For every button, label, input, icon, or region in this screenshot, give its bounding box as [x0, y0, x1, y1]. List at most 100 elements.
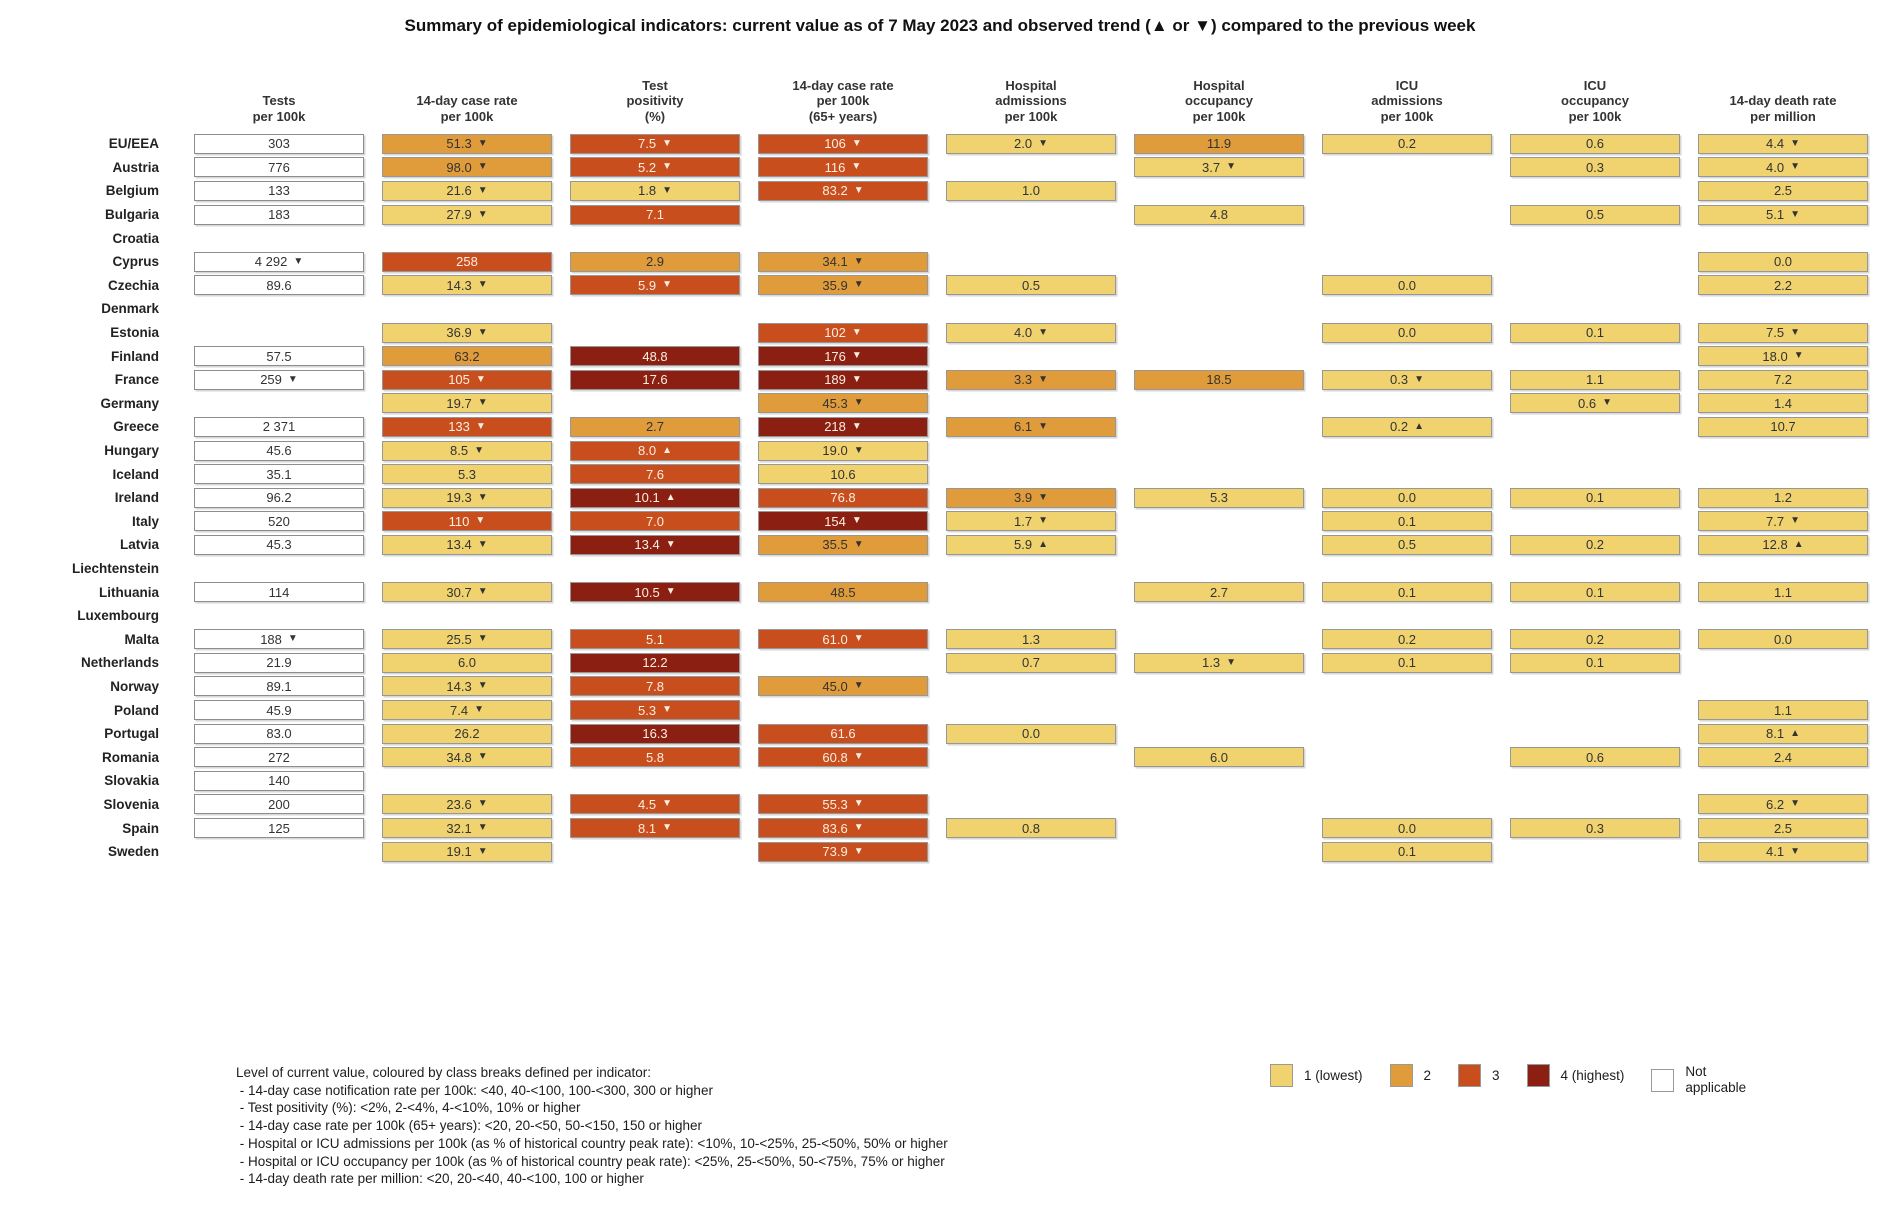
legend-label-line: applicable — [1685, 1080, 1747, 1095]
cell-slot — [373, 604, 561, 628]
legend-note-line: Level of current value, coloured by clas… — [236, 1065, 651, 1080]
value-cell-case_rate: 26.2 — [382, 723, 552, 744]
cell-slot: 0.0 — [1313, 486, 1501, 510]
row-label: Denmark — [101, 301, 159, 317]
cell-slot: 2.0 ▼ — [937, 132, 1125, 156]
row-label: Romania — [101, 749, 159, 765]
cell-slot: 0.1 — [1501, 486, 1689, 510]
cell-slot: 32.1 ▼ — [373, 816, 561, 840]
value-cell-hosp_adm: 0.5 — [946, 275, 1116, 296]
cell-slot: 2.5 — [1689, 816, 1877, 840]
trend-down-icon: ▼ — [662, 279, 672, 291]
cell-slot: 45.0 ▼ — [749, 675, 937, 699]
cell-value: 57.5 — [266, 348, 292, 364]
cell-slot: 0.0 — [1689, 627, 1877, 651]
cell-value: 5.1 — [1766, 207, 1785, 223]
cell-slot: 1.0 — [937, 179, 1125, 203]
cell-slot: 26.2 — [373, 722, 561, 746]
cell-slot: 19.0 ▼ — [749, 439, 937, 463]
row-label: Finland — [111, 348, 159, 364]
cell-slot: 106 ▼ — [749, 132, 937, 156]
indicator-heatmap: Tests per 100k 14-day case rate per 100k Tes… — [10, 74, 1877, 863]
column-header-case_rate_65: 14-day case rate per 100k (65+ years) — [749, 74, 937, 132]
cell-value: 0.1 — [1585, 490, 1605, 506]
cell-slot — [1501, 675, 1689, 699]
cell-slot: 18.5 — [1125, 368, 1313, 392]
value-cell-case_rate_65: 34.1 ▼ — [758, 251, 928, 272]
row-label: Slovenia — [103, 796, 159, 812]
value-cell-positivity: 5.1 — [570, 629, 740, 650]
legend-item-label: 3 — [1492, 1068, 1500, 1084]
column-header-line: admissions — [995, 93, 1067, 108]
cell-slot — [1501, 250, 1689, 274]
value-cell-case_rate: 23.6 ▼ — [382, 794, 552, 815]
cell-value: 12.2 — [642, 655, 668, 671]
value-cell-death_rate: 4.4 ▼ — [1698, 133, 1868, 154]
value-cell-tests: 35.1 — [194, 464, 364, 485]
row-label: Luxembourg — [77, 608, 159, 624]
value-cell-case_rate_65: 55.3 ▼ — [758, 794, 928, 815]
cell-value: 89.1 — [266, 678, 292, 694]
column-header-line: admissions — [1371, 93, 1443, 108]
trend-down-icon: ▼ — [853, 397, 864, 409]
cell-value: 14.3 — [446, 277, 472, 293]
value-cell-icu_adm: 0.0 — [1322, 322, 1492, 343]
value-cell-death_rate: 2.5 — [1698, 818, 1868, 839]
cell-slot — [1313, 557, 1501, 581]
cell-value: 10.7 — [1770, 419, 1796, 435]
trend-down-icon: ▼ — [1226, 656, 1236, 668]
trend-up-icon: ▲ — [662, 444, 672, 456]
cell-value: 26.2 — [454, 726, 480, 742]
cell-slot: 2.5 — [1689, 179, 1877, 203]
cell-slot — [1125, 510, 1313, 534]
cell-slot — [937, 557, 1125, 581]
cell-slot — [1125, 698, 1313, 722]
cell-slot — [937, 344, 1125, 368]
column-header-line: per 100k — [1192, 108, 1246, 124]
value-cell-icu_adm: 0.1 — [1322, 511, 1492, 532]
column-header-line: positivity — [626, 93, 684, 108]
cell-slot — [749, 769, 937, 793]
value-cell-hosp_adm: 0.8 — [946, 818, 1116, 839]
value-cell-positivity: 48.8 — [570, 346, 740, 367]
cell-slot: 34.1 ▼ — [749, 250, 937, 274]
cell-slot: 1.4 — [1689, 392, 1877, 416]
cell-slot — [1125, 344, 1313, 368]
cell-slot: 12.2 — [561, 651, 749, 675]
cell-slot: 4.4 ▼ — [1689, 132, 1877, 156]
trend-up-icon: ▲ — [1790, 727, 1800, 739]
value-cell-tests: 45.3 — [194, 534, 364, 555]
value-cell-icu_occ: 0.6 ▼ — [1510, 393, 1680, 414]
value-cell-tests: 125 — [194, 818, 364, 839]
value-cell-tests: 140 — [194, 770, 364, 791]
cell-slot: 259 ▼ — [185, 368, 373, 392]
cell-slot: 3.9 ▼ — [937, 486, 1125, 510]
column-header-line: occupancy — [1561, 93, 1629, 108]
cell-slot: 19.7 ▼ — [373, 392, 561, 416]
cell-slot — [561, 769, 749, 793]
cell-slot — [1313, 462, 1501, 486]
value-cell-case_rate: 6.0 — [382, 652, 552, 673]
cell-value: 83.2 — [822, 183, 848, 199]
value-cell-icu_occ: 0.3 — [1510, 818, 1680, 839]
cell-value: 1.1 — [1773, 702, 1793, 718]
value-cell-icu_occ: 0.1 — [1510, 487, 1680, 508]
cell-slot: 0.1 — [1313, 840, 1501, 864]
cell-slot — [1689, 226, 1877, 250]
value-cell-positivity: 5.8 — [570, 747, 740, 768]
cell-slot — [1689, 439, 1877, 463]
cell-slot: 0.7 — [937, 651, 1125, 675]
trend-down-icon: ▼ — [477, 491, 488, 503]
cell-slot — [561, 840, 749, 864]
trend-down-icon: ▼ — [1038, 373, 1048, 385]
cell-slot — [1125, 557, 1313, 581]
trend-down-icon: ▼ — [477, 326, 488, 338]
legend-label-line: 4 (highest) — [1560, 1067, 1625, 1083]
cell-slot: 0.0 — [1313, 274, 1501, 298]
cell-slot: 4.5 ▼ — [561, 793, 749, 817]
cell-slot: 0.2 — [1313, 627, 1501, 651]
value-cell-death_rate: 1.4 — [1698, 393, 1868, 414]
value-cell-icu_adm: 0.1 — [1322, 841, 1492, 862]
value-cell-case_rate: 36.9 ▼ — [382, 322, 552, 343]
cell-value: 25.5 — [446, 631, 472, 647]
